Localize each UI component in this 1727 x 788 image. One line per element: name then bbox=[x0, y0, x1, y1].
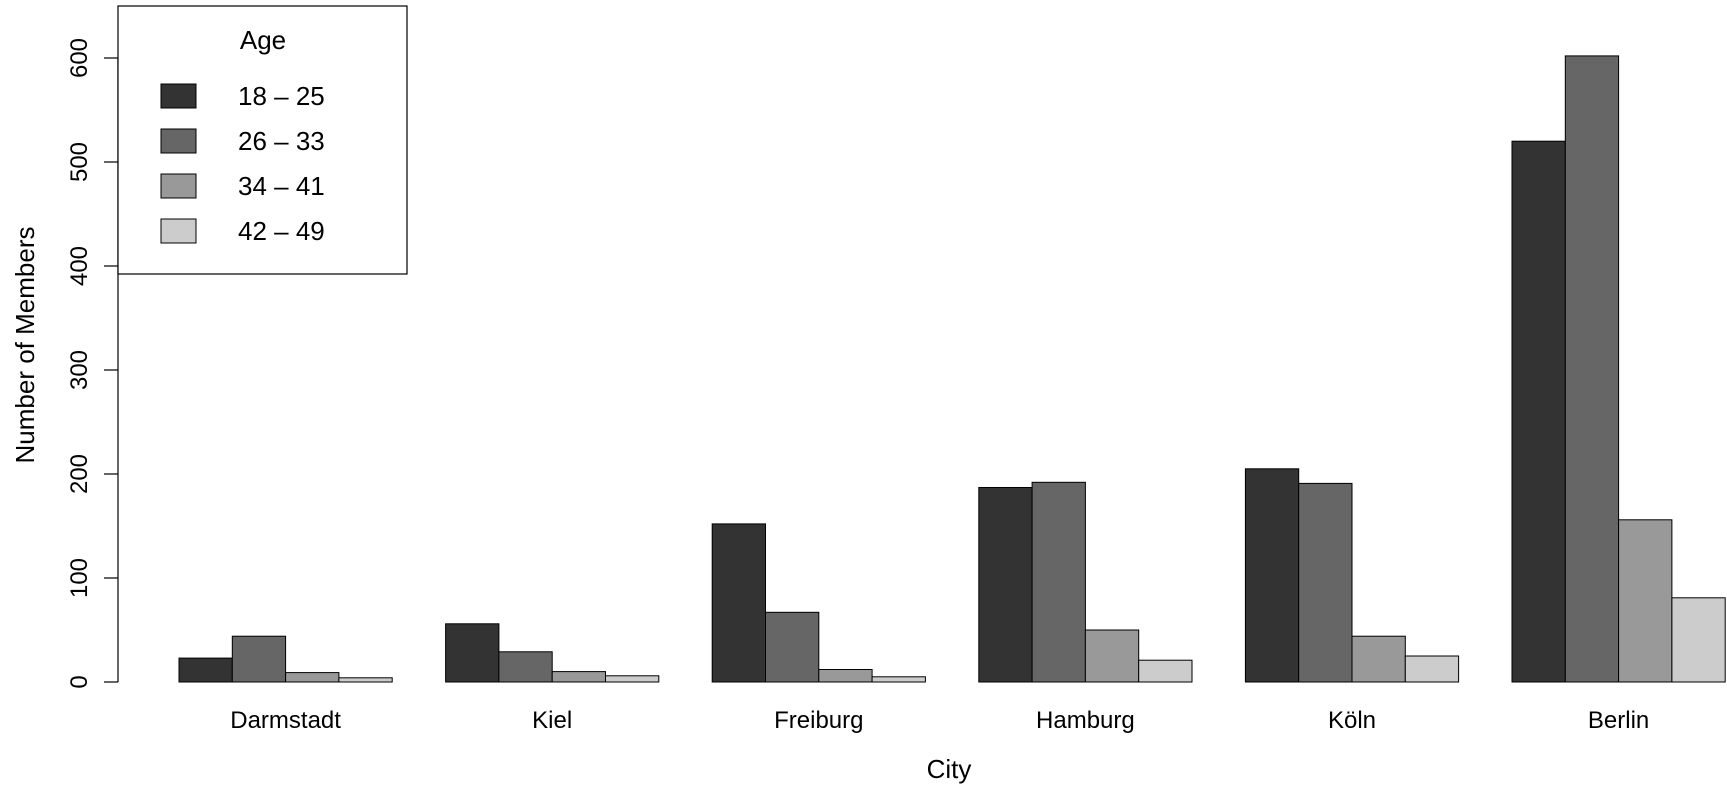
bar-freiburg-series-3 bbox=[818, 669, 873, 683]
x-tick-label: Hamburg bbox=[1036, 707, 1135, 734]
bar-berlin-series-4 bbox=[1671, 597, 1726, 683]
bar-kiel-series-4 bbox=[605, 675, 660, 683]
legend-swatch bbox=[160, 83, 197, 109]
bar-hamburg-series-2 bbox=[1031, 481, 1086, 683]
bar-berlin-series-2 bbox=[1564, 55, 1620, 683]
bar-hamburg-series-1 bbox=[978, 487, 1033, 683]
legend-swatch bbox=[160, 173, 197, 199]
bar-berlin-series-1 bbox=[1511, 140, 1566, 683]
bar-darmstadt-series-3 bbox=[285, 672, 340, 683]
y-tick-label: 200 bbox=[66, 454, 93, 494]
bar-köln-series-4 bbox=[1404, 655, 1460, 683]
bar-darmstadt-series-2 bbox=[231, 635, 287, 683]
x-tick-label: Kiel bbox=[532, 707, 572, 734]
bar-kiel-series-1 bbox=[445, 623, 500, 683]
x-axis-labels: Darmstadt Kiel Freiburg Hamburg Köln Berlin bbox=[230, 707, 1649, 734]
legend-label: 26 – 33 bbox=[238, 126, 325, 156]
bars-layer bbox=[178, 55, 1726, 683]
bar-darmstadt-series-4 bbox=[338, 677, 393, 683]
x-axis-title: City bbox=[927, 754, 972, 784]
bar-darmstadt-series-1 bbox=[178, 657, 233, 683]
x-tick-label: Darmstadt bbox=[230, 707, 341, 734]
x-tick-label: Berlin bbox=[1588, 707, 1649, 734]
legend-title: Age bbox=[240, 25, 286, 55]
y-tick-label: 500 bbox=[66, 142, 93, 182]
y-tick-label: 300 bbox=[66, 350, 93, 390]
y-tick-label: 100 bbox=[66, 558, 93, 598]
legend-items: 18 – 25 26 – 33 34 – 41 42 – 49 bbox=[160, 81, 325, 246]
bar-köln-series-1 bbox=[1244, 468, 1300, 683]
legend-swatch bbox=[160, 218, 197, 244]
x-tick-label: Köln bbox=[1328, 707, 1376, 734]
y-tick-label: 400 bbox=[66, 246, 93, 286]
legend-label: 34 – 41 bbox=[238, 171, 325, 201]
bar-hamburg-series-4 bbox=[1138, 659, 1193, 683]
bar-köln-series-3 bbox=[1351, 635, 1406, 683]
bar-hamburg-series-3 bbox=[1084, 629, 1140, 683]
legend: Age 18 – 25 26 – 33 34 – 41 42 – 49 bbox=[117, 5, 408, 275]
y-tick-label: 600 bbox=[66, 38, 93, 78]
legend-swatch bbox=[160, 128, 197, 154]
legend-label: 42 – 49 bbox=[238, 216, 325, 246]
bar-köln-series-2 bbox=[1298, 482, 1353, 683]
bar-freiburg-series-4 bbox=[871, 676, 926, 683]
y-axis: 0 100 200 300 400 500 600 bbox=[66, 38, 119, 689]
bar-kiel-series-3 bbox=[551, 671, 607, 683]
y-tick-label: 0 bbox=[66, 675, 93, 688]
y-axis-title: Number of Members bbox=[10, 227, 40, 464]
bar-freiburg-series-2 bbox=[765, 611, 820, 683]
bar-berlin-series-3 bbox=[1618, 519, 1673, 683]
bar-kiel-series-2 bbox=[498, 651, 553, 683]
bar-freiburg-series-1 bbox=[711, 523, 767, 683]
legend-label: 18 – 25 bbox=[238, 81, 325, 111]
x-tick-label: Freiburg bbox=[774, 707, 863, 734]
